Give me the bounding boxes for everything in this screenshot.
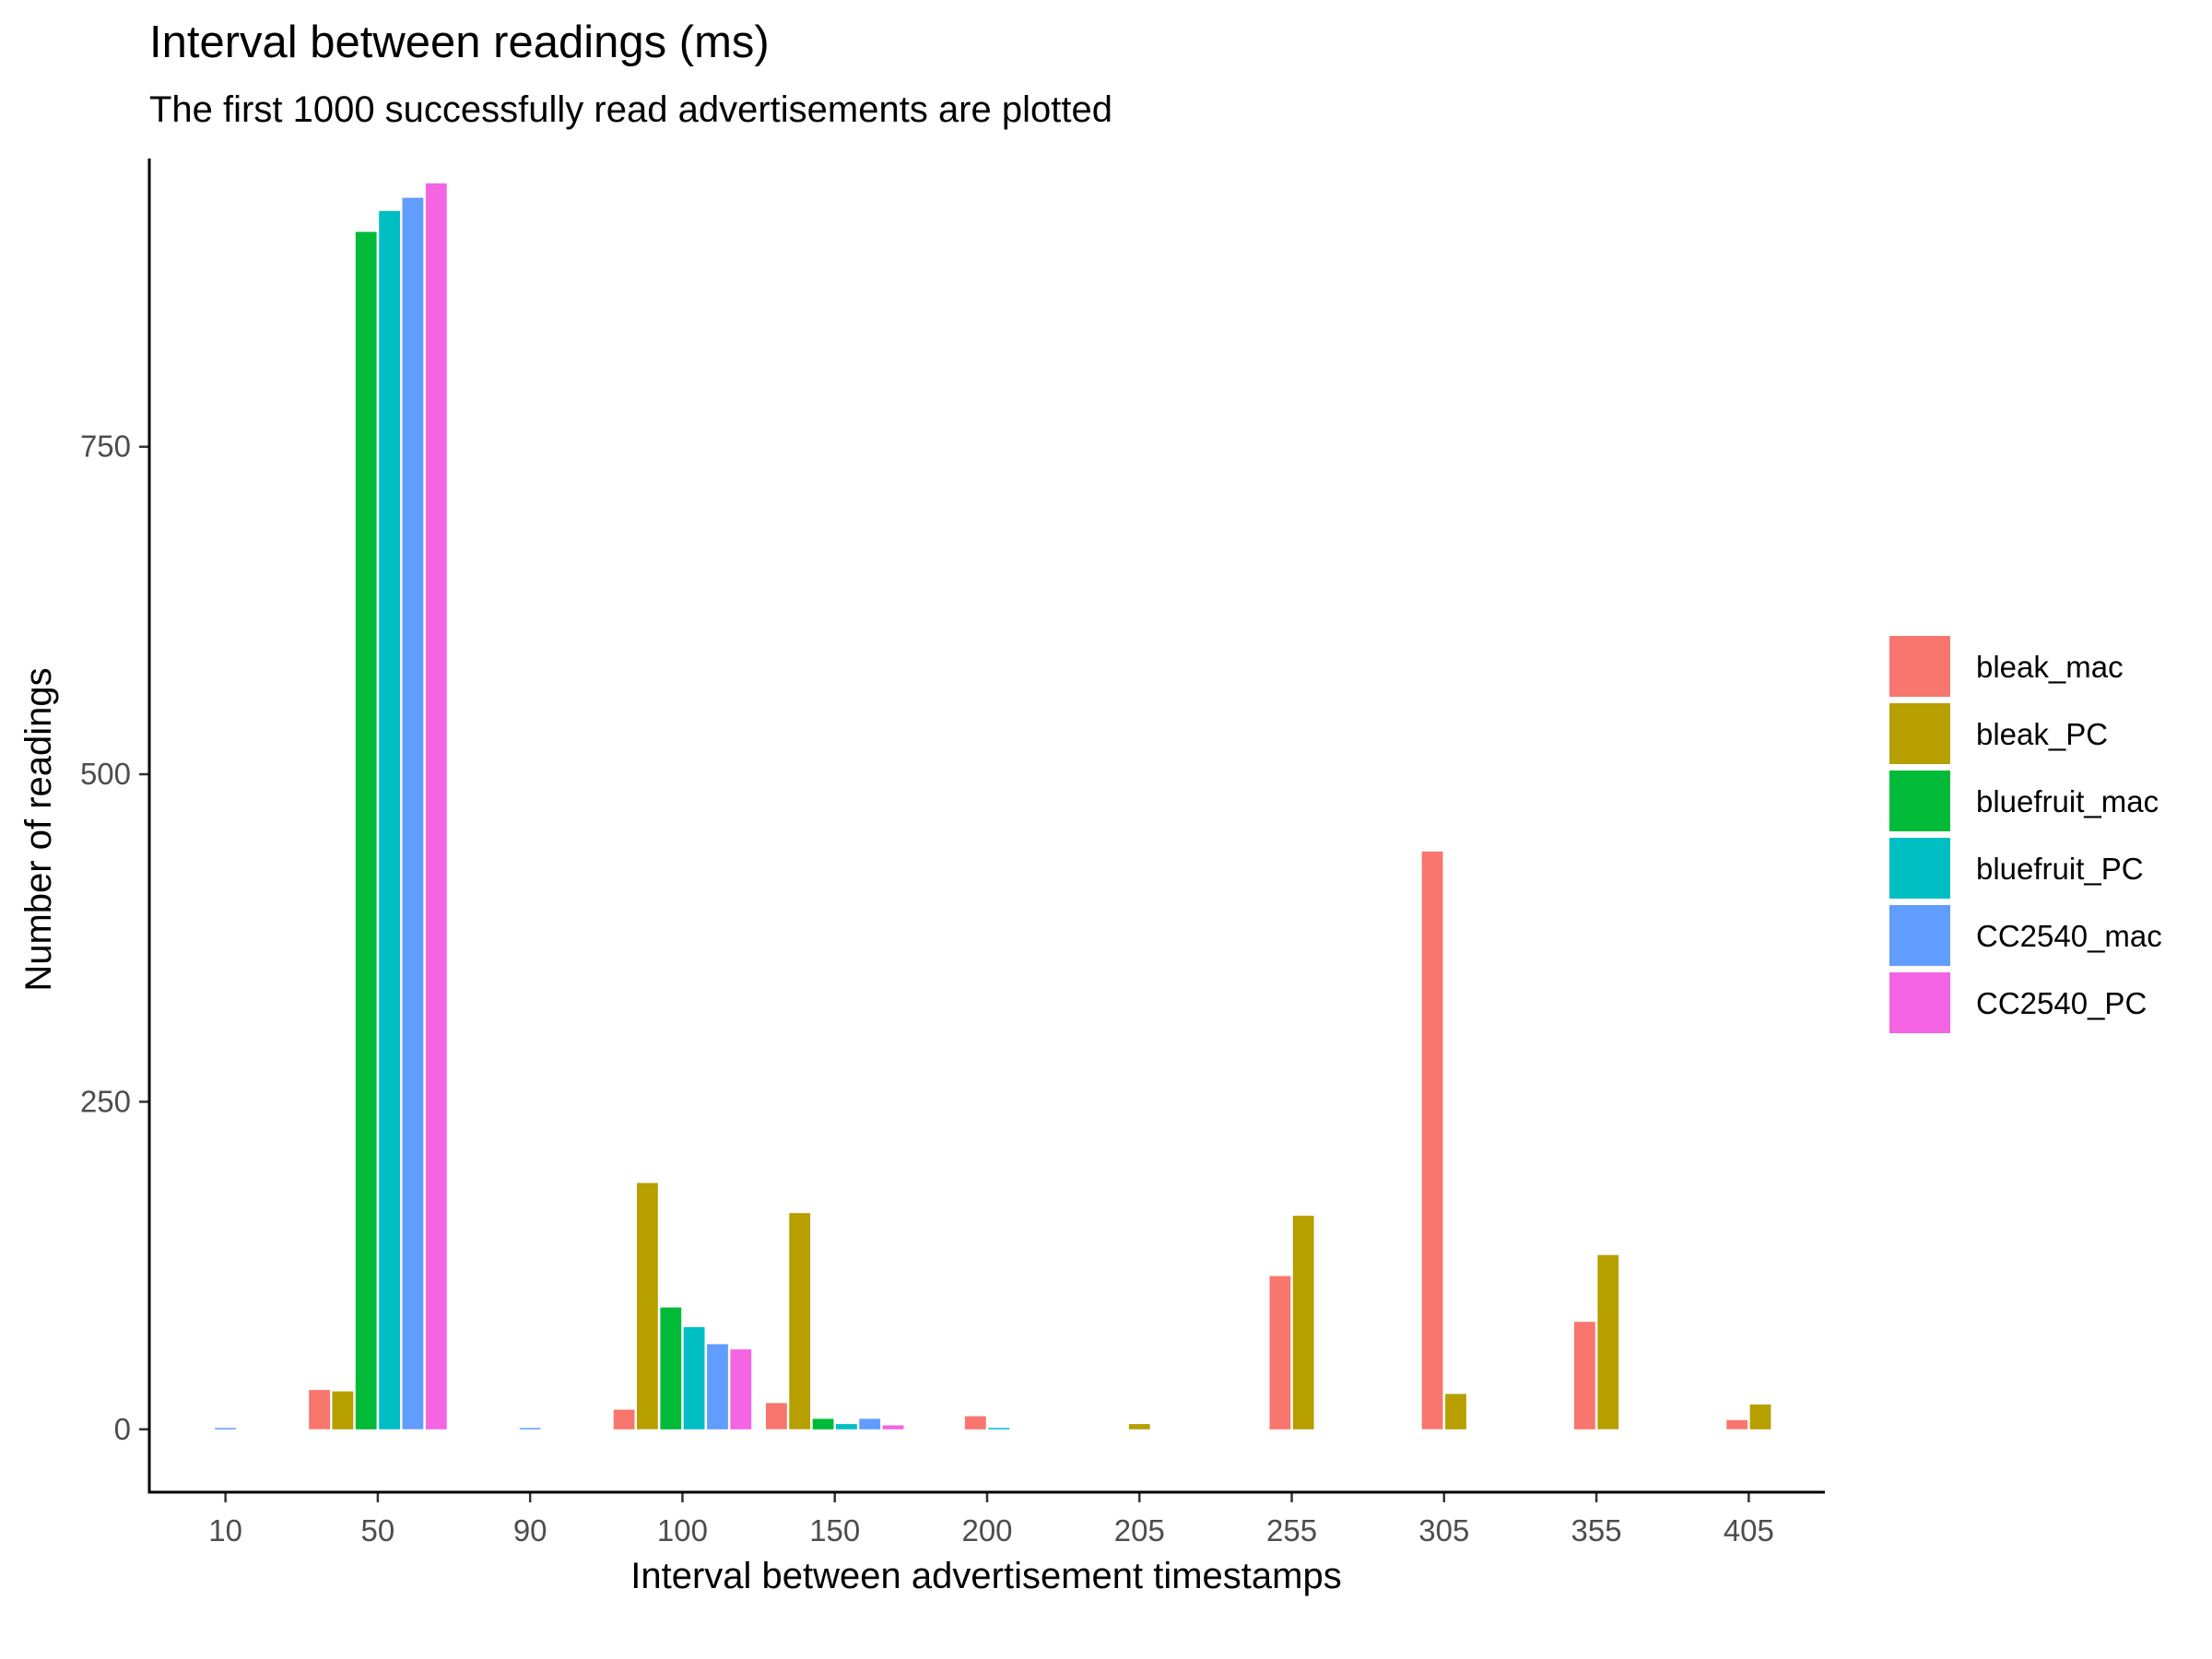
bar-bleak_mac-150 bbox=[766, 1403, 787, 1430]
y-tick-label-500: 500 bbox=[80, 757, 131, 791]
bar-bleak_PC-100 bbox=[637, 1182, 658, 1430]
bar-bleak_mac-100 bbox=[613, 1409, 635, 1430]
bar-CC2540_mac-150 bbox=[859, 1418, 881, 1430]
bar-bluefruit_mac-50 bbox=[355, 231, 377, 1430]
x-tick-label-205: 205 bbox=[1114, 1513, 1165, 1547]
legend-key-bluefruit_PC bbox=[1889, 838, 1950, 899]
bar-CC2540_mac-10 bbox=[215, 1428, 236, 1430]
bar-bluefruit_PC-100 bbox=[683, 1326, 705, 1430]
bar-bleak_PC-50 bbox=[332, 1391, 354, 1430]
y-tick-label-750: 750 bbox=[80, 429, 131, 464]
bar-bluefruit_mac-100 bbox=[660, 1307, 682, 1430]
bar-bluefruit_PC-200 bbox=[988, 1428, 1010, 1430]
legend-key-CC2540_mac bbox=[1889, 905, 1950, 966]
bar-CC2540_mac-50 bbox=[402, 197, 424, 1430]
bar-bluefruit_PC-50 bbox=[379, 210, 400, 1430]
x-tick-label-100: 100 bbox=[657, 1513, 708, 1547]
bars-layer bbox=[215, 183, 1771, 1430]
x-tick-label-305: 305 bbox=[1418, 1513, 1469, 1547]
x-tick-label-90: 90 bbox=[513, 1513, 547, 1547]
bar-bleak_PC-355 bbox=[1597, 1254, 1619, 1430]
chart-subtitle: The first 1000 successfully read adverti… bbox=[149, 89, 1112, 130]
bar-bleak_mac-305 bbox=[1421, 851, 1443, 1430]
legend-key-bluefruit_mac bbox=[1889, 771, 1950, 831]
bar-bleak_mac-355 bbox=[1574, 1322, 1595, 1430]
bar-CC2540_PC-50 bbox=[425, 183, 447, 1430]
bar-bleak_PC-150 bbox=[789, 1213, 811, 1430]
legend-label-bluefruit_PC: bluefruit_PC bbox=[1976, 852, 2144, 886]
legend-label-CC2540_PC: CC2540_PC bbox=[1976, 986, 2147, 1020]
legend-key-CC2540_PC bbox=[1889, 972, 1950, 1033]
x-tick-label-150: 150 bbox=[809, 1513, 860, 1547]
bar-bleak_mac-200 bbox=[964, 1416, 986, 1430]
chart-title: Interval between readings (ms) bbox=[149, 18, 770, 67]
legend-label-CC2540_mac: CC2540_mac bbox=[1976, 919, 2162, 953]
legend-key-bleak_PC bbox=[1889, 703, 1950, 764]
y-tick-label-250: 250 bbox=[80, 1084, 131, 1118]
x-tick-label-200: 200 bbox=[961, 1513, 1012, 1547]
legend-key-bleak_mac bbox=[1889, 636, 1950, 697]
bar-CC2540_PC-100 bbox=[730, 1349, 752, 1430]
y-axis-ticks: 0 250 500 750 bbox=[80, 429, 149, 1446]
x-axis-ticks: 10 50 90 100 150 200 205 255 305 355 405 bbox=[208, 1492, 1774, 1547]
legend-label-bleak_PC: bleak_PC bbox=[1976, 717, 2108, 751]
x-tick-label-355: 355 bbox=[1571, 1513, 1622, 1547]
legend-label-bleak_mac: bleak_mac bbox=[1976, 650, 2124, 684]
x-axis-title: Interval between advertisement timestamp… bbox=[630, 1556, 1341, 1596]
legend-label-bluefruit_mac: bluefruit_mac bbox=[1976, 784, 2159, 818]
x-tick-label-50: 50 bbox=[361, 1513, 395, 1547]
bar-bleak_PC-305 bbox=[1445, 1394, 1466, 1430]
bar-bleak_PC-205 bbox=[1128, 1424, 1150, 1430]
bar-CC2540_mac-90 bbox=[519, 1428, 541, 1430]
x-tick-label-10: 10 bbox=[208, 1513, 242, 1547]
legend: bleak_mac bleak_PC bluefruit_mac bluefruit_… bbox=[1889, 636, 2162, 1033]
bar-bleak_PC-255 bbox=[1292, 1216, 1314, 1430]
bar-bleak_mac-405 bbox=[1726, 1419, 1748, 1430]
bar-bluefruit_PC-150 bbox=[836, 1424, 857, 1430]
bar-CC2540_PC-150 bbox=[882, 1425, 904, 1430]
y-axis-title: Number of readings bbox=[18, 667, 59, 991]
bar-bluefruit_mac-150 bbox=[812, 1418, 834, 1430]
bar-bleak_PC-405 bbox=[1749, 1404, 1771, 1430]
x-tick-label-255: 255 bbox=[1266, 1513, 1317, 1547]
bar-bleak_mac-255 bbox=[1269, 1276, 1291, 1430]
bar-CC2540_mac-100 bbox=[707, 1344, 728, 1430]
x-tick-label-405: 405 bbox=[1724, 1513, 1774, 1547]
y-tick-label-0: 0 bbox=[114, 1412, 131, 1446]
bar-bleak_mac-50 bbox=[309, 1390, 330, 1430]
